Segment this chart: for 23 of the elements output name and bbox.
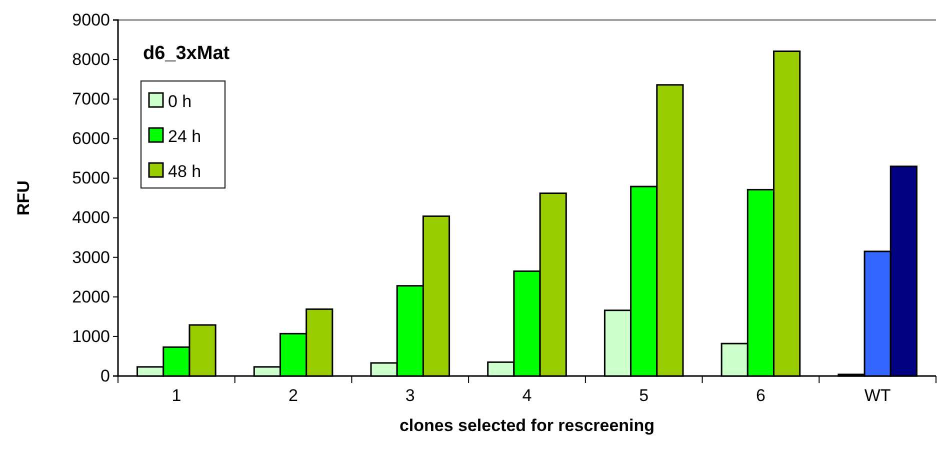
y-tick-label: 1000	[72, 326, 110, 346]
y-tick-label: 2000	[72, 287, 110, 306]
x-tick-label: 2	[288, 386, 298, 405]
text: d6_3xMat	[143, 43, 230, 64]
y-tick-label: 5000	[72, 168, 110, 188]
x-tick-label: 1	[172, 386, 182, 405]
y-axis-title: RFU	[14, 180, 33, 216]
x-tick-label: 5	[639, 386, 649, 405]
x-tick-label: WT	[864, 386, 891, 405]
y-tick-label: 3000	[72, 248, 110, 267]
x-tick-label: 3	[405, 386, 415, 405]
legend-label: 24 h	[168, 127, 202, 146]
y-tick-label: 6000	[72, 129, 110, 148]
y-tick-label: 7000	[72, 90, 110, 109]
x-tick-label: 6	[756, 386, 766, 405]
x-tick-label: 4	[522, 386, 532, 405]
x-axis-title: clones selected for rescreening	[399, 416, 655, 435]
y-tick-label: 8000	[72, 50, 110, 69]
legend-label: 0 h	[168, 92, 192, 111]
y-tick-label: 4000	[72, 208, 110, 228]
y-tick-label: 9000	[72, 10, 110, 30]
y-tick-label: 0	[100, 366, 110, 386]
legend-label: 48 h	[168, 162, 202, 181]
